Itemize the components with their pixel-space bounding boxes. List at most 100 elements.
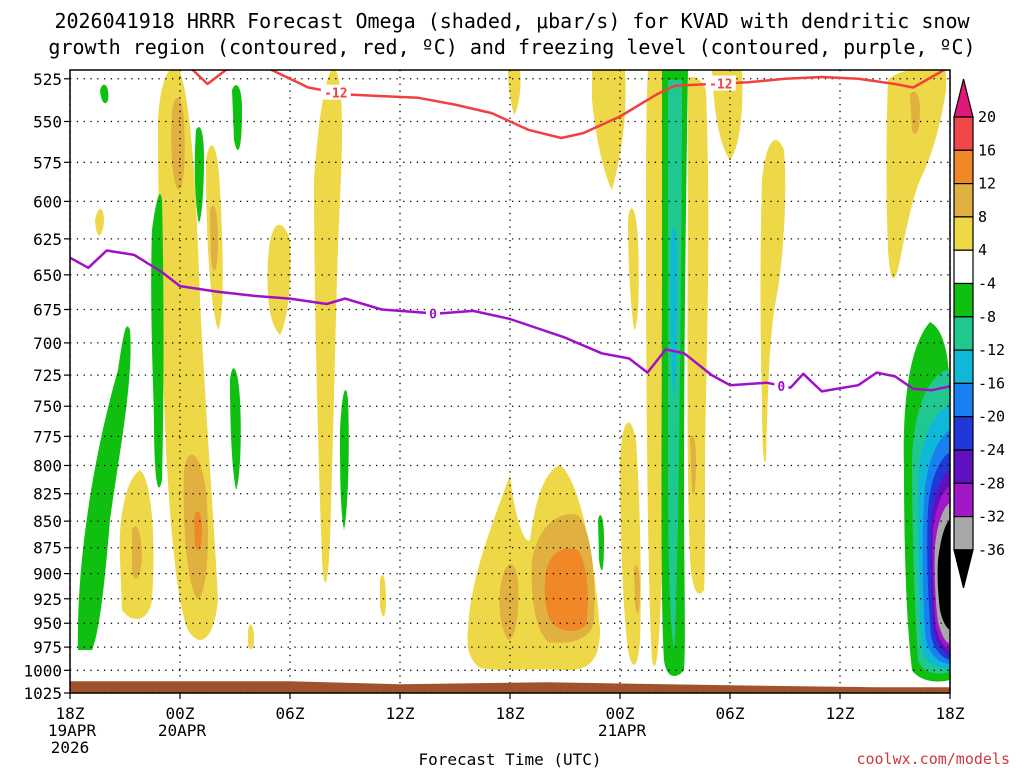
colorbar-bin <box>953 482 974 518</box>
y-tick-label: 850 <box>33 512 62 531</box>
colorbar-bin <box>953 382 974 418</box>
colorbar-tick-label: -12 <box>978 341 1005 359</box>
colorbar-tick-label: 8 <box>978 208 987 226</box>
y-tick-label: 925 <box>33 590 62 609</box>
omega-region <box>100 84 109 104</box>
omega-region <box>248 624 254 650</box>
omega-region <box>910 91 920 134</box>
ground-layer <box>70 681 950 693</box>
x-tick-label: 00Z <box>166 704 195 723</box>
colorbar: 20 16 12 8 4 -4 -8 -12 -16 -20 -24 -28 -32 -36 <box>953 78 1005 589</box>
colorbar-tick-label: -36 <box>978 541 1005 559</box>
omega-region <box>592 70 626 190</box>
colorbar-tick-label: 4 <box>978 241 987 259</box>
y-tick-label: 775 <box>33 427 62 446</box>
omega-region <box>210 205 218 271</box>
colorbar-tick-label: -24 <box>978 441 1005 459</box>
y-tick-label: 700 <box>33 334 62 353</box>
omega-region <box>544 548 588 632</box>
omega-shading <box>77 70 950 682</box>
colorbar-tick-label: 20 <box>978 108 996 126</box>
omega-region <box>760 140 786 463</box>
omega-region <box>171 97 185 190</box>
x-tick-label: 12Z <box>826 704 855 723</box>
y-tick-label: 625 <box>33 230 62 249</box>
omega-region <box>267 224 291 335</box>
contour-label: 0 <box>429 307 437 322</box>
colorbar-tick-label: 16 <box>978 141 996 159</box>
x-tick-year: 2026 <box>51 738 90 757</box>
omega-region <box>132 526 142 579</box>
chart-title-line1: 2026041918 HRRR Forecast Omega (shaded, … <box>54 9 970 33</box>
x-tick-date: 20APR <box>158 721 207 740</box>
omega-region <box>886 70 946 279</box>
x-tick-label: 06Z <box>276 704 305 723</box>
x-tick-label: 18Z <box>936 704 965 723</box>
x-tick-date: 21APR <box>598 721 647 740</box>
x-tick-label: 06Z <box>716 704 745 723</box>
colorbar-tick-label: -20 <box>978 408 1005 426</box>
x-axis-label: Forecast Time (UTC) <box>418 750 601 768</box>
contour-label-bg <box>320 84 351 100</box>
colorbar-bin <box>953 316 974 351</box>
y-tick-label: 950 <box>33 614 62 633</box>
colorbar-bin <box>953 416 974 451</box>
omega-region <box>687 77 709 594</box>
omega-region <box>194 127 204 222</box>
y-tick-label: 975 <box>33 638 62 657</box>
colorbar-bin <box>953 149 974 185</box>
omega-region <box>712 70 743 160</box>
colorbar-tick-label: -32 <box>978 508 1005 526</box>
y-tick-label: 600 <box>33 192 62 211</box>
contour-label: -12 <box>324 87 347 102</box>
y-tick-label: 1000 <box>23 661 62 680</box>
colorbar-bin <box>953 249 974 285</box>
omega-region <box>232 85 242 150</box>
omega-region <box>646 70 664 666</box>
contour-label: -12 <box>709 78 732 93</box>
omega-region <box>508 70 521 115</box>
x-tick-label: 12Z <box>386 704 415 723</box>
omega-region <box>380 574 386 617</box>
y-tick-label: 875 <box>33 539 62 558</box>
ground-fill <box>70 681 950 693</box>
omega-region <box>340 390 349 530</box>
contour-label-bg <box>774 377 789 393</box>
y-axis: 525 550 575 600 625 650 675 700 725 750 775 800 825 8… <box>23 70 70 703</box>
colorbar-bin <box>953 183 974 218</box>
contour-label: 0 <box>777 380 785 395</box>
x-tick-label: 00Z <box>606 704 635 723</box>
omega-region <box>620 422 641 665</box>
colorbar-bin <box>953 515 974 551</box>
contour-label-bg <box>426 305 440 321</box>
omega-region <box>634 565 640 614</box>
y-tick-label: 675 <box>33 301 62 320</box>
colorbar-tick-label: 12 <box>978 175 996 193</box>
y-tick-label: 725 <box>33 366 62 385</box>
omega-region <box>95 208 104 236</box>
omega-region <box>314 70 342 583</box>
chart-title-line2: growth region (contoured, red, ºC) and f… <box>48 35 975 59</box>
contour-line-minus12 <box>190 70 947 140</box>
colorbar-bin <box>953 449 974 484</box>
contour-line-0 <box>70 249 950 393</box>
omega-region <box>77 326 131 650</box>
omega-region <box>230 368 241 490</box>
colorbar-tick-label: -16 <box>978 374 1005 392</box>
y-tick-label: 525 <box>33 70 62 89</box>
x-tick-label: 18Z <box>56 704 85 723</box>
y-tick-label: 1025 <box>23 684 62 703</box>
y-tick-label: 825 <box>33 485 62 504</box>
omega-region <box>598 515 604 571</box>
y-tick-label: 750 <box>33 397 62 416</box>
omega-region <box>194 511 202 551</box>
credit-text: coolwx.com/models <box>856 750 1010 768</box>
contour-label-bg <box>705 75 736 91</box>
y-tick-label: 575 <box>33 153 62 172</box>
y-tick-label: 650 <box>33 266 62 285</box>
colorbar-tick-label: -28 <box>978 474 1005 492</box>
contour-lines <box>70 70 950 393</box>
colorbar-bottom-triangle <box>953 549 974 589</box>
